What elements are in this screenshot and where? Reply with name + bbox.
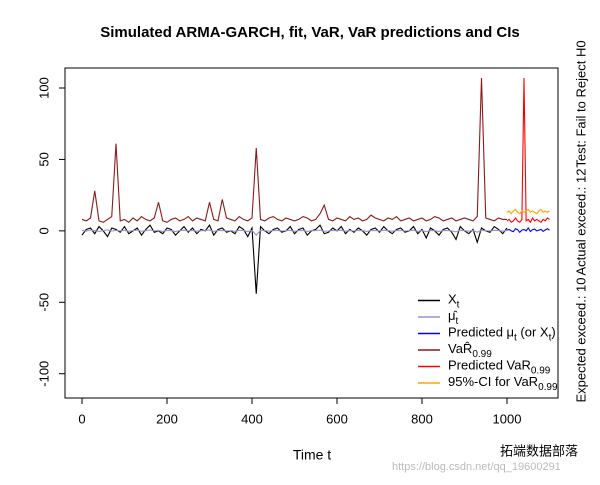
watermark: 拓端数据部落 — [500, 443, 578, 458]
legend-label: Predicted VaR0.99 — [448, 358, 551, 376]
series-line — [81, 229, 508, 236]
series-line — [506, 77, 550, 224]
y-tick-label: 0 — [36, 227, 51, 234]
x-tick-label: 800 — [411, 411, 433, 426]
series-line — [506, 227, 550, 234]
side-text: Expected exceed.: 10 — [573, 277, 588, 402]
series-line — [506, 208, 550, 215]
series-line — [81, 224, 508, 294]
legend-label: Predicted μt (or Xt) — [448, 325, 556, 343]
x-tick-label: 600 — [326, 411, 348, 426]
y-tick-label: -50 — [36, 293, 51, 312]
legend-label: 95%-CI for VaR0.99 — [448, 374, 558, 392]
y-tick-label: 100 — [36, 77, 51, 99]
y-tick-label: -100 — [36, 361, 51, 387]
y-tick-label: 50 — [36, 152, 51, 166]
series-line — [81, 77, 507, 224]
side-text: Actual exceed.: 12 — [573, 169, 588, 276]
watermark-url: https://blog.csdn.net/qq_19600291 — [392, 461, 561, 473]
x-tick-label: 0 — [78, 411, 85, 426]
x-tick-label: 1000 — [493, 411, 522, 426]
legend-label: Xt — [448, 292, 460, 310]
x-tick-label: 400 — [241, 411, 263, 426]
legend-label: VaR̂0.99 — [448, 341, 492, 359]
legend-label: μ̂t — [448, 308, 459, 326]
x-tick-label: 200 — [156, 411, 178, 426]
side-text: Test: Fail to Reject H0 — [573, 40, 588, 167]
x-axis-label: Time t — [293, 447, 331, 463]
chart-title: Simulated ARMA-GARCH, fit, VaR, VaR pred… — [100, 24, 520, 41]
